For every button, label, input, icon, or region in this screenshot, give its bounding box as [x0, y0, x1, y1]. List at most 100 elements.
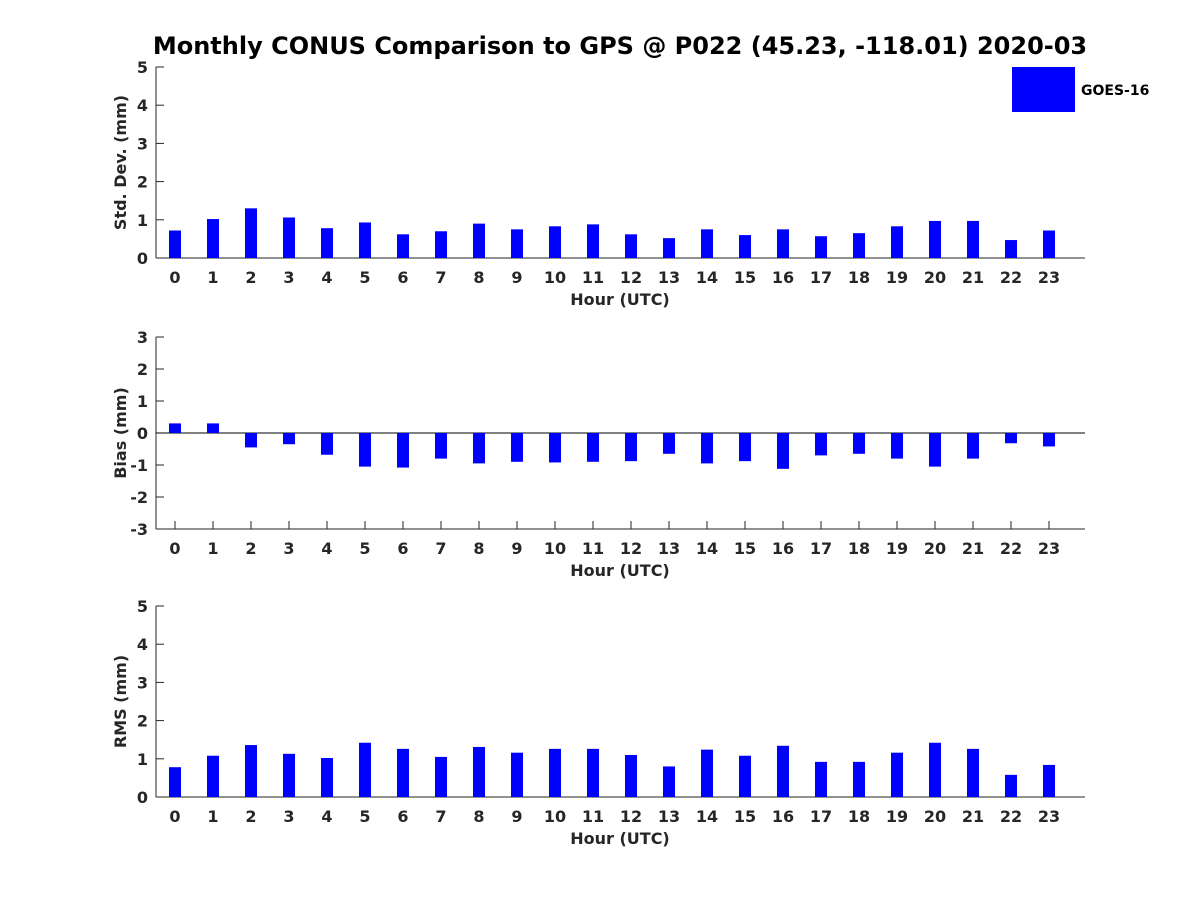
- bar-hour-11: [587, 748, 599, 797]
- x-tick-label: 2: [245, 807, 256, 826]
- x-tick-label: 6: [397, 268, 408, 287]
- x-tick-label: 10: [544, 539, 566, 558]
- bar-hour-5: [359, 222, 371, 258]
- x-tick-label: 8: [473, 807, 484, 826]
- bar-hour-14: [701, 749, 713, 797]
- bar-hour-16: [777, 229, 789, 258]
- bar-hour-15: [739, 755, 751, 797]
- bar-hour-21: [967, 220, 979, 258]
- bar-hour-22: [1005, 774, 1017, 797]
- bar-hour-5: [359, 742, 371, 797]
- bar-hour-16: [777, 433, 789, 469]
- x-tick-label: 20: [924, 807, 946, 826]
- x-tick-label: 23: [1038, 539, 1060, 558]
- bar-hour-18: [853, 433, 865, 454]
- bar-hour-4: [321, 228, 333, 258]
- bar-hour-1: [207, 219, 219, 258]
- bar-hour-2: [245, 745, 257, 797]
- bar-hour-23: [1043, 230, 1055, 258]
- x-tick-label: 5: [359, 539, 370, 558]
- bar-hour-14: [701, 229, 713, 258]
- bar-hour-19: [891, 226, 903, 258]
- y-tick-label: -3: [130, 520, 148, 539]
- x-tick-label: 18: [848, 539, 870, 558]
- bar-hour-11: [587, 224, 599, 258]
- bar-hour-4: [321, 758, 333, 797]
- x-tick-label: 9: [511, 539, 522, 558]
- x-tick-label: 9: [511, 807, 522, 826]
- bar-hour-6: [397, 748, 409, 797]
- x-tick-label: 22: [1000, 539, 1022, 558]
- bar-hour-3: [283, 753, 295, 797]
- bar-hour-20: [929, 742, 941, 797]
- bar-hour-12: [625, 754, 637, 797]
- x-tick-label: 19: [886, 539, 908, 558]
- x-tick-label: 0: [169, 268, 180, 287]
- x-tick-label: 11: [582, 807, 604, 826]
- y-tick-label: 5: [137, 58, 148, 77]
- bar-hour-10: [549, 433, 561, 463]
- y-tick-label: 1: [137, 211, 148, 230]
- x-tick-label: 0: [169, 539, 180, 558]
- bar-hour-23: [1043, 433, 1055, 447]
- bar-hour-19: [891, 752, 903, 797]
- y-tick-label: 2: [137, 712, 148, 731]
- bar-hour-8: [473, 433, 485, 464]
- bar-hour-7: [435, 231, 447, 258]
- x-tick-label: 10: [544, 807, 566, 826]
- bar-hour-3: [283, 433, 295, 445]
- x-tick-label: 13: [658, 539, 680, 558]
- x-tick-label: 20: [924, 539, 946, 558]
- x-tick-label: 11: [582, 539, 604, 558]
- x-tick-label: 14: [696, 268, 718, 287]
- bar-hour-7: [435, 756, 447, 797]
- x-axis-label: Hour (UTC): [570, 290, 670, 309]
- bar-hour-6: [397, 234, 409, 258]
- x-tick-label: 12: [620, 539, 642, 558]
- x-tick-label: 12: [620, 268, 642, 287]
- bar-hour-9: [511, 752, 523, 797]
- bar-hour-22: [1005, 240, 1017, 258]
- bar-hour-7: [435, 433, 447, 459]
- x-tick-label: 13: [658, 807, 680, 826]
- y-axis-label: RMS (mm): [111, 655, 130, 748]
- x-tick-label: 10: [544, 268, 566, 287]
- bar-hour-0: [169, 230, 181, 258]
- x-tick-label: 18: [848, 268, 870, 287]
- x-axis-label: Hour (UTC): [570, 829, 670, 848]
- bar-hour-21: [967, 748, 979, 797]
- bar-hour-3: [283, 217, 295, 258]
- bar-hour-2: [245, 433, 257, 448]
- x-tick-label: 3: [283, 807, 294, 826]
- bar-hour-10: [549, 226, 561, 258]
- bar-hour-18: [853, 233, 865, 258]
- bar-hour-23: [1043, 764, 1055, 797]
- x-tick-label: 11: [582, 268, 604, 287]
- bar-hour-13: [663, 238, 675, 258]
- x-tick-label: 23: [1038, 807, 1060, 826]
- bar-hour-20: [929, 220, 941, 258]
- x-tick-label: 19: [886, 268, 908, 287]
- bar-hour-1: [207, 755, 219, 797]
- x-tick-label: 22: [1000, 807, 1022, 826]
- x-tick-label: 1: [207, 268, 218, 287]
- x-tick-label: 17: [810, 539, 832, 558]
- x-tick-label: 6: [397, 539, 408, 558]
- x-axis-label: Hour (UTC): [570, 561, 670, 580]
- bar-hour-15: [739, 235, 751, 258]
- y-tick-label: 0: [137, 249, 148, 268]
- x-tick-label: 16: [772, 539, 794, 558]
- y-tick-label: 5: [137, 597, 148, 616]
- x-tick-label: 21: [962, 539, 984, 558]
- bar-hour-19: [891, 433, 903, 459]
- legend-label: GOES-16: [1081, 83, 1149, 99]
- y-tick-label: 3: [137, 134, 148, 153]
- x-tick-label: 4: [321, 539, 332, 558]
- x-tick-label: 4: [321, 807, 332, 826]
- bar-hour-5: [359, 433, 371, 467]
- x-tick-label: 21: [962, 268, 984, 287]
- y-tick-label: 3: [137, 328, 148, 347]
- bar-hour-8: [473, 223, 485, 258]
- bar-hour-9: [511, 433, 523, 462]
